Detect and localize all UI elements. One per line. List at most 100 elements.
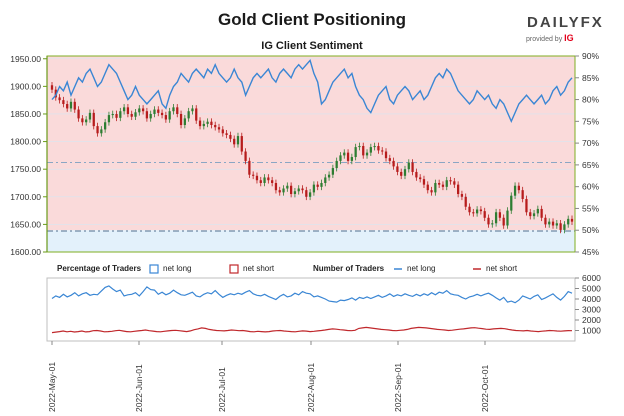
candle-body xyxy=(411,162,414,172)
candle-body xyxy=(441,184,445,187)
candle-body xyxy=(449,180,452,182)
date-tick-label: 2022-Jun-01 xyxy=(134,364,144,412)
candle-body xyxy=(278,190,281,193)
provided-by-label: provided by IG xyxy=(526,33,574,43)
candle-body xyxy=(176,107,179,114)
candle-body xyxy=(494,212,498,224)
candle-body xyxy=(434,182,437,193)
date-tick-label: 2022-Aug-01 xyxy=(306,363,316,412)
candle-body xyxy=(369,147,372,153)
candle-body xyxy=(141,108,145,112)
candle-body xyxy=(149,113,152,119)
traders-tick-label: 6000 xyxy=(582,273,601,283)
price-tick-label: 1650.00 xyxy=(10,219,41,229)
candle-body xyxy=(229,134,232,139)
candle-body xyxy=(160,112,164,116)
sentiment-tick-label: 65% xyxy=(582,160,599,170)
candle-body xyxy=(259,180,262,183)
candle-body xyxy=(400,171,403,176)
dailyfx-logo: DAILYFX xyxy=(527,14,604,31)
candle-body xyxy=(403,169,407,176)
date-tick-label: 2022-Sep-01 xyxy=(393,363,403,412)
candle-body xyxy=(563,224,566,230)
candle-body xyxy=(164,115,167,120)
pct-short-swatch xyxy=(229,264,239,274)
candle-body xyxy=(81,118,84,123)
candle-body xyxy=(236,136,240,145)
candle-body xyxy=(145,111,149,119)
candle-body xyxy=(305,190,308,197)
candle-body xyxy=(168,111,171,120)
date-tick-label: 2022-May-01 xyxy=(47,362,57,412)
sentiment-axis: 45% 50% 55% 60% 65% 70% 75% 80% 85% 90% xyxy=(575,51,599,257)
candle-body xyxy=(335,160,338,169)
candle-body xyxy=(122,107,126,112)
chart-title: Gold Client Positioning xyxy=(218,10,406,29)
traders-tick-label: 1000 xyxy=(582,326,601,336)
candle-body xyxy=(248,160,251,175)
candle-body xyxy=(324,177,327,183)
chart-subtitle: IG Client Sentiment xyxy=(261,40,363,52)
candle-body xyxy=(381,150,384,152)
candle-body xyxy=(354,147,357,158)
candle-body xyxy=(126,107,130,114)
candle-body xyxy=(157,109,160,113)
candle-body xyxy=(460,194,464,197)
candle-body xyxy=(445,180,448,187)
candle-body xyxy=(263,177,266,183)
candle-body xyxy=(331,168,335,175)
candle-body xyxy=(73,101,76,110)
ig-brand: IG xyxy=(564,33,574,43)
candle-body xyxy=(138,108,141,113)
candle-body xyxy=(517,185,520,191)
sentiment-tick-label: 80% xyxy=(582,95,599,105)
candle-body xyxy=(271,180,274,183)
reference-lines xyxy=(47,162,575,232)
candle-body xyxy=(297,188,300,192)
sentiment-line xyxy=(51,58,573,124)
candle-body xyxy=(206,121,209,124)
pct-legend-title: Percentage of Traders xyxy=(57,264,142,273)
pct-long-label: net long xyxy=(163,264,192,273)
candle-body xyxy=(217,127,221,130)
candle-body xyxy=(350,157,353,161)
candle-body xyxy=(346,152,350,161)
candle-body xyxy=(172,107,175,112)
candle-body xyxy=(62,100,65,105)
candle-body xyxy=(66,104,69,109)
candle-body xyxy=(111,113,114,116)
candle-body xyxy=(430,190,433,193)
candle-body xyxy=(339,155,342,161)
candle-body xyxy=(100,129,103,134)
traders-tick-label: 5000 xyxy=(582,284,601,294)
traders-tick-label: 4000 xyxy=(582,294,601,304)
net-long-count-line xyxy=(51,285,573,304)
pct-short-label: net short xyxy=(243,264,275,273)
candle-body xyxy=(115,113,118,118)
price-tick-label: 1900.00 xyxy=(10,81,41,91)
candle-body xyxy=(457,184,460,195)
candle-body xyxy=(252,174,255,176)
net-short-zone xyxy=(47,56,575,231)
price-tick-label: 1950.00 xyxy=(10,54,41,64)
candle-body xyxy=(540,208,543,218)
candle-body xyxy=(85,119,88,123)
candle-body xyxy=(513,185,517,196)
candle-body xyxy=(308,192,312,197)
candle-body xyxy=(119,111,122,118)
candle-body xyxy=(255,175,259,181)
candle-body xyxy=(267,177,270,181)
candle-body xyxy=(415,171,418,178)
sentiment-tick-label: 50% xyxy=(582,225,599,235)
traders-tick-label: 3000 xyxy=(582,305,601,315)
candle-body xyxy=(491,223,494,225)
price-tick-label: 1800.00 xyxy=(10,137,41,147)
candle-body xyxy=(559,223,562,230)
candle-body xyxy=(187,111,190,119)
traders-tick-label: 2000 xyxy=(582,315,601,325)
price-tick-label: 1600.00 xyxy=(10,247,41,257)
candle-body xyxy=(50,85,54,90)
